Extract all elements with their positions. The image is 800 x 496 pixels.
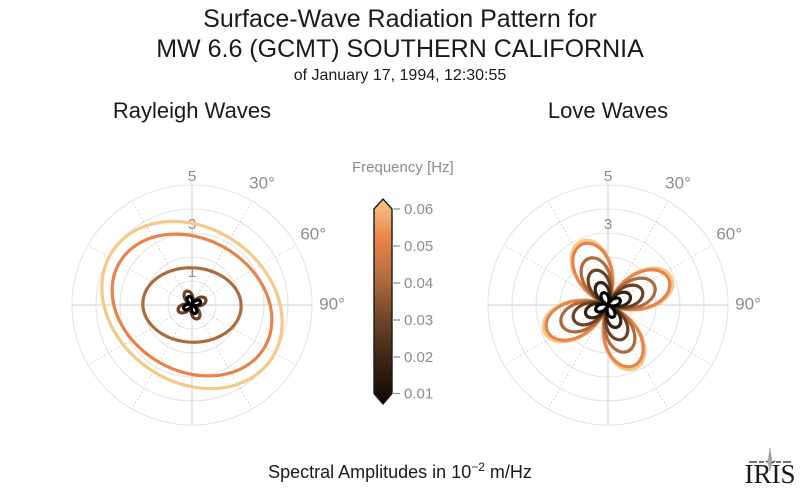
svg-text:30°: 30°: [249, 173, 275, 192]
svg-text:90°: 90°: [735, 294, 761, 313]
svg-text:60°: 60°: [300, 224, 326, 243]
svg-text:0.04: 0.04: [404, 275, 433, 292]
svg-text:Rayleigh Waves: Rayleigh Waves: [113, 98, 271, 123]
svg-text:Frequency [Hz]: Frequency [Hz]: [352, 159, 454, 176]
svg-text:Love Waves: Love Waves: [548, 98, 668, 123]
svg-text:5: 5: [604, 168, 612, 185]
svg-text:60°: 60°: [716, 224, 742, 243]
svg-text:30°: 30°: [665, 173, 691, 192]
svg-text:0.06: 0.06: [404, 201, 433, 218]
svg-text:90°: 90°: [319, 294, 345, 313]
svg-text:0.01: 0.01: [404, 386, 433, 403]
svg-text:0.02: 0.02: [404, 349, 433, 366]
svg-text:0.05: 0.05: [404, 238, 433, 255]
svg-text:0.03: 0.03: [404, 312, 433, 329]
svg-text:5: 5: [188, 168, 196, 185]
svg-text:3: 3: [604, 216, 612, 233]
